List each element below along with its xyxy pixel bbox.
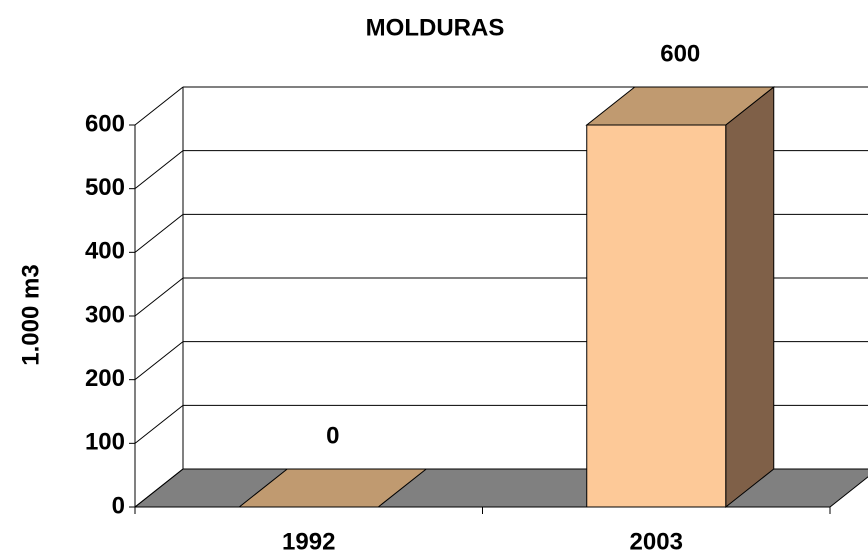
value-label: 0: [326, 422, 339, 449]
bar-top: [237, 468, 428, 508]
grid-line: [134, 404, 184, 444]
grid-line: [134, 341, 184, 381]
y-tick-label: 100: [85, 429, 125, 456]
y-tick-label: 500: [85, 174, 125, 201]
grid-line: [134, 213, 184, 253]
grid-line: [134, 86, 184, 126]
x-tick-label: 1992: [282, 528, 335, 555]
chart-title: MOLDURAS: [366, 14, 505, 41]
grid-line: [134, 277, 184, 317]
bar: [237, 468, 428, 508]
y-tick-label: 400: [85, 238, 125, 265]
bar-top: [585, 86, 776, 126]
y-axis-label: 1.000 m3: [17, 264, 44, 365]
y-tick-label: 600: [85, 110, 125, 137]
y-tick-label: 0: [112, 492, 125, 519]
grid-line: [134, 468, 184, 508]
bar-side: [725, 85, 775, 509]
bar-front: [586, 124, 727, 508]
grid-line: [134, 150, 184, 190]
value-label: 600: [660, 40, 700, 67]
x-tick-label: 2003: [630, 528, 683, 555]
y-tick-label: 200: [85, 365, 125, 392]
bar: [585, 85, 776, 509]
y-tick-label: 300: [85, 301, 125, 328]
